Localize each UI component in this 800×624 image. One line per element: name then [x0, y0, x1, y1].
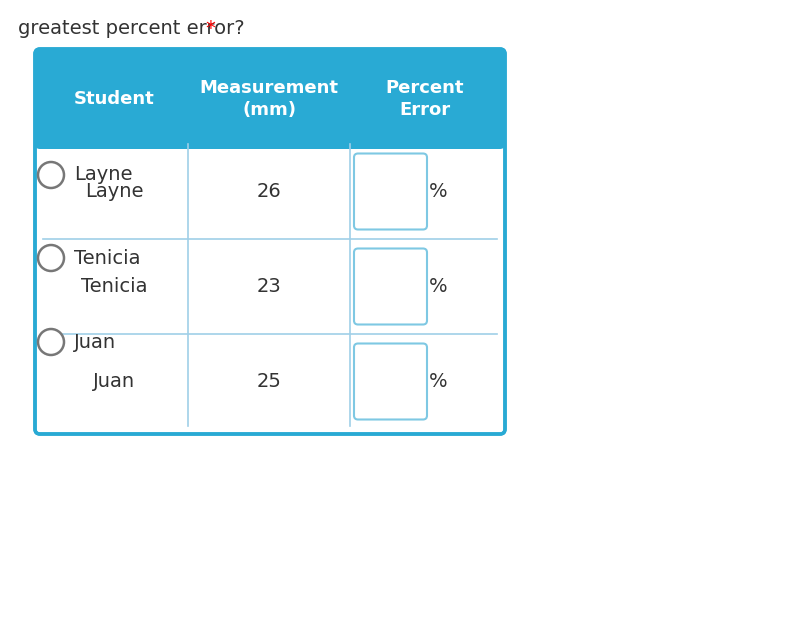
- Text: %: %: [429, 277, 448, 296]
- Text: Measurement
(mm): Measurement (mm): [199, 79, 338, 119]
- Text: 26: 26: [257, 182, 282, 201]
- Text: Tenicia: Tenicia: [81, 277, 147, 296]
- Text: Student: Student: [74, 90, 154, 108]
- Bar: [40, 99, 500, 144]
- Text: 23: 23: [257, 277, 282, 296]
- Text: Juan: Juan: [74, 333, 116, 351]
- FancyBboxPatch shape: [354, 343, 427, 419]
- FancyBboxPatch shape: [354, 248, 427, 324]
- Text: greatest percent error?: greatest percent error?: [18, 19, 251, 38]
- Text: %: %: [429, 182, 448, 201]
- Text: *: *: [205, 19, 215, 38]
- Circle shape: [38, 245, 64, 271]
- Text: Juan: Juan: [93, 372, 135, 391]
- FancyBboxPatch shape: [354, 154, 427, 230]
- Text: Tenicia: Tenicia: [74, 248, 141, 268]
- Text: Layne: Layne: [85, 182, 143, 201]
- FancyBboxPatch shape: [35, 49, 505, 434]
- Text: 25: 25: [257, 372, 282, 391]
- Circle shape: [38, 162, 64, 188]
- Circle shape: [38, 329, 64, 355]
- Text: Layne: Layne: [74, 165, 133, 185]
- FancyBboxPatch shape: [35, 49, 505, 149]
- Text: Percent
Error: Percent Error: [386, 79, 464, 119]
- Text: %: %: [429, 372, 448, 391]
